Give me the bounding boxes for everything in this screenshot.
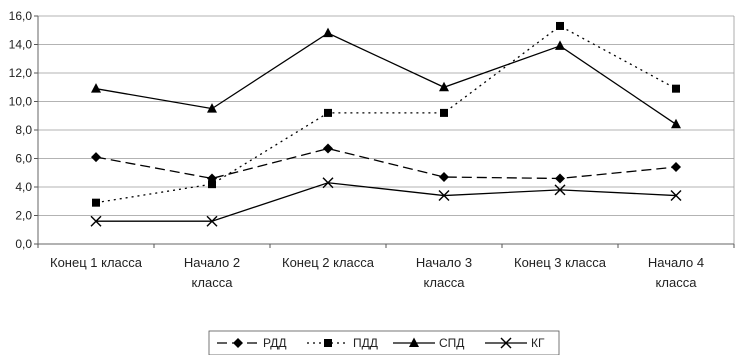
data-point [439, 81, 449, 92]
legend-marker [500, 337, 512, 349]
data-point [671, 162, 681, 173]
data-point [438, 190, 450, 202]
legend-label: РДД [263, 336, 286, 350]
data-point [91, 152, 101, 163]
legend-item: ПДД [307, 336, 378, 350]
series-2 [91, 27, 681, 129]
series-3 [90, 177, 682, 227]
series-0 [91, 143, 681, 184]
x-tick-label: Конец 3 класса [514, 255, 607, 270]
series-line [95, 147, 677, 180]
data-point [670, 190, 682, 202]
series-1 [92, 21, 680, 207]
legend-label: ПДД [353, 336, 378, 350]
y-tick-label: 4,0 [15, 180, 32, 194]
data-point [92, 198, 100, 207]
x-tick-label: Конец 2 класса [282, 255, 375, 270]
series-line [96, 182, 677, 222]
data-point [206, 215, 218, 227]
y-tick-label: 0,0 [15, 237, 32, 251]
legend-label: КГ [531, 336, 545, 350]
data-point [556, 21, 564, 30]
data-point [554, 184, 566, 196]
legend-marker [233, 338, 243, 348]
data-point [90, 215, 102, 227]
data-point [91, 83, 101, 93]
data-point [322, 177, 334, 189]
legend-marker [324, 339, 332, 347]
legend-label: СПД [439, 336, 464, 350]
x-tick-label: Начало 3 класса [416, 255, 472, 290]
y-tick-label: 16,0 [9, 9, 33, 23]
y-tick-label: 6,0 [15, 152, 32, 166]
legend-item: РДД [217, 336, 286, 350]
y-tick-label: 10,0 [9, 95, 33, 109]
x-tick-label: Начало 4 класса [648, 255, 704, 290]
data-point [672, 84, 680, 93]
legend-item: СПД [393, 336, 464, 350]
legend-item: КГ [485, 336, 545, 350]
y-tick-label: 2,0 [15, 209, 32, 223]
data-point [555, 173, 565, 184]
x-tick-label: Конец 1 класса [50, 255, 143, 270]
data-point [439, 172, 449, 183]
data-point [671, 118, 681, 129]
data-point [207, 103, 217, 113]
series-line [95, 25, 677, 204]
axis-layer: 0,0 2,0 4,0 6,0 8,0 10,0 12,0 14,0 16,0 Конец 1 к… [9, 9, 735, 290]
legend: РДД ПДД СПД КГ [208, 330, 560, 355]
legend-marker [409, 337, 419, 347]
x-tick-label: Начало 2 класса [184, 255, 240, 290]
y-tick-label: 8,0 [15, 123, 32, 137]
data-point [323, 27, 333, 38]
grid-layer [38, 15, 734, 245]
data-point [324, 108, 332, 117]
y-tick-label: 14,0 [9, 38, 33, 52]
y-tick-label: 12,0 [9, 66, 33, 80]
series-layer [90, 21, 682, 227]
data-point [555, 40, 565, 50]
data-point [208, 180, 216, 189]
data-point [323, 143, 333, 154]
data-point [440, 108, 448, 117]
series-line [95, 32, 677, 125]
